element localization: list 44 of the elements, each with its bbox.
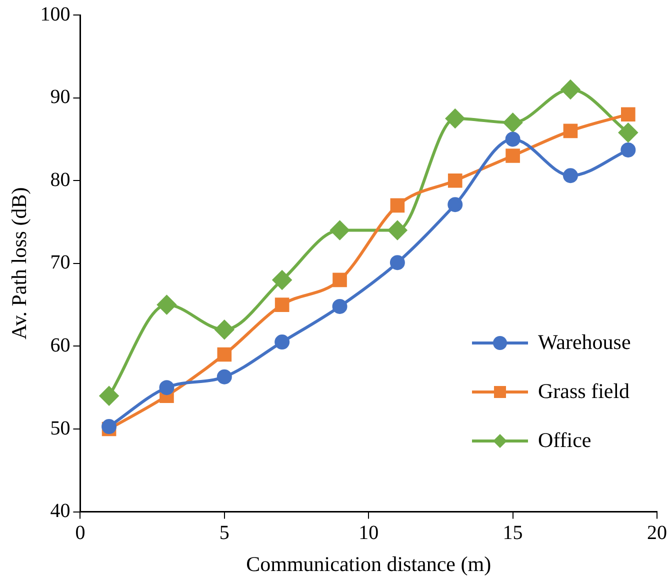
point: [214, 320, 234, 340]
point: [621, 107, 636, 122]
point: [560, 80, 580, 100]
point: [505, 132, 520, 147]
point: [388, 220, 407, 240]
point: [216, 369, 232, 384]
point: [332, 272, 347, 288]
point: [330, 220, 350, 240]
point: [506, 148, 520, 163]
point: [100, 386, 119, 406]
y-tick-label: 100: [40, 3, 70, 26]
y-tick-label: 50: [50, 417, 70, 440]
point: [448, 173, 462, 188]
point: [390, 198, 405, 213]
point: [563, 124, 578, 138]
point: [620, 142, 636, 158]
y-tick-label: 40: [50, 500, 70, 522]
point: [390, 255, 405, 270]
point: [157, 295, 176, 314]
y-tick-label: 60: [50, 334, 70, 356]
point: [562, 168, 578, 184]
y-axis-title: Av. Path loss (dB): [7, 187, 32, 340]
point: [217, 347, 232, 362]
x-tick-label: 5: [219, 522, 230, 544]
point: [618, 123, 638, 142]
point: [274, 334, 290, 350]
point: [332, 298, 348, 314]
legend-label: Office: [538, 428, 592, 453]
x-tick-label: 15: [502, 522, 523, 544]
point: [448, 197, 463, 212]
point: [274, 298, 290, 312]
x-tick-label: 10: [358, 522, 379, 544]
legend-label: Grass field: [538, 379, 630, 404]
point: [272, 270, 292, 290]
x-tick-label: 20: [647, 522, 667, 544]
point: [503, 113, 522, 132]
x-axis-title: Communication distance (m): [246, 552, 492, 576]
y-tick-label: 90: [50, 86, 70, 108]
legend-label: Warehouse: [538, 330, 631, 355]
point: [159, 380, 174, 396]
point: [446, 109, 465, 128]
y-tick-label: 70: [50, 252, 70, 274]
y-tick-label: 80: [50, 168, 70, 191]
x-tick-label: 0: [75, 522, 86, 544]
